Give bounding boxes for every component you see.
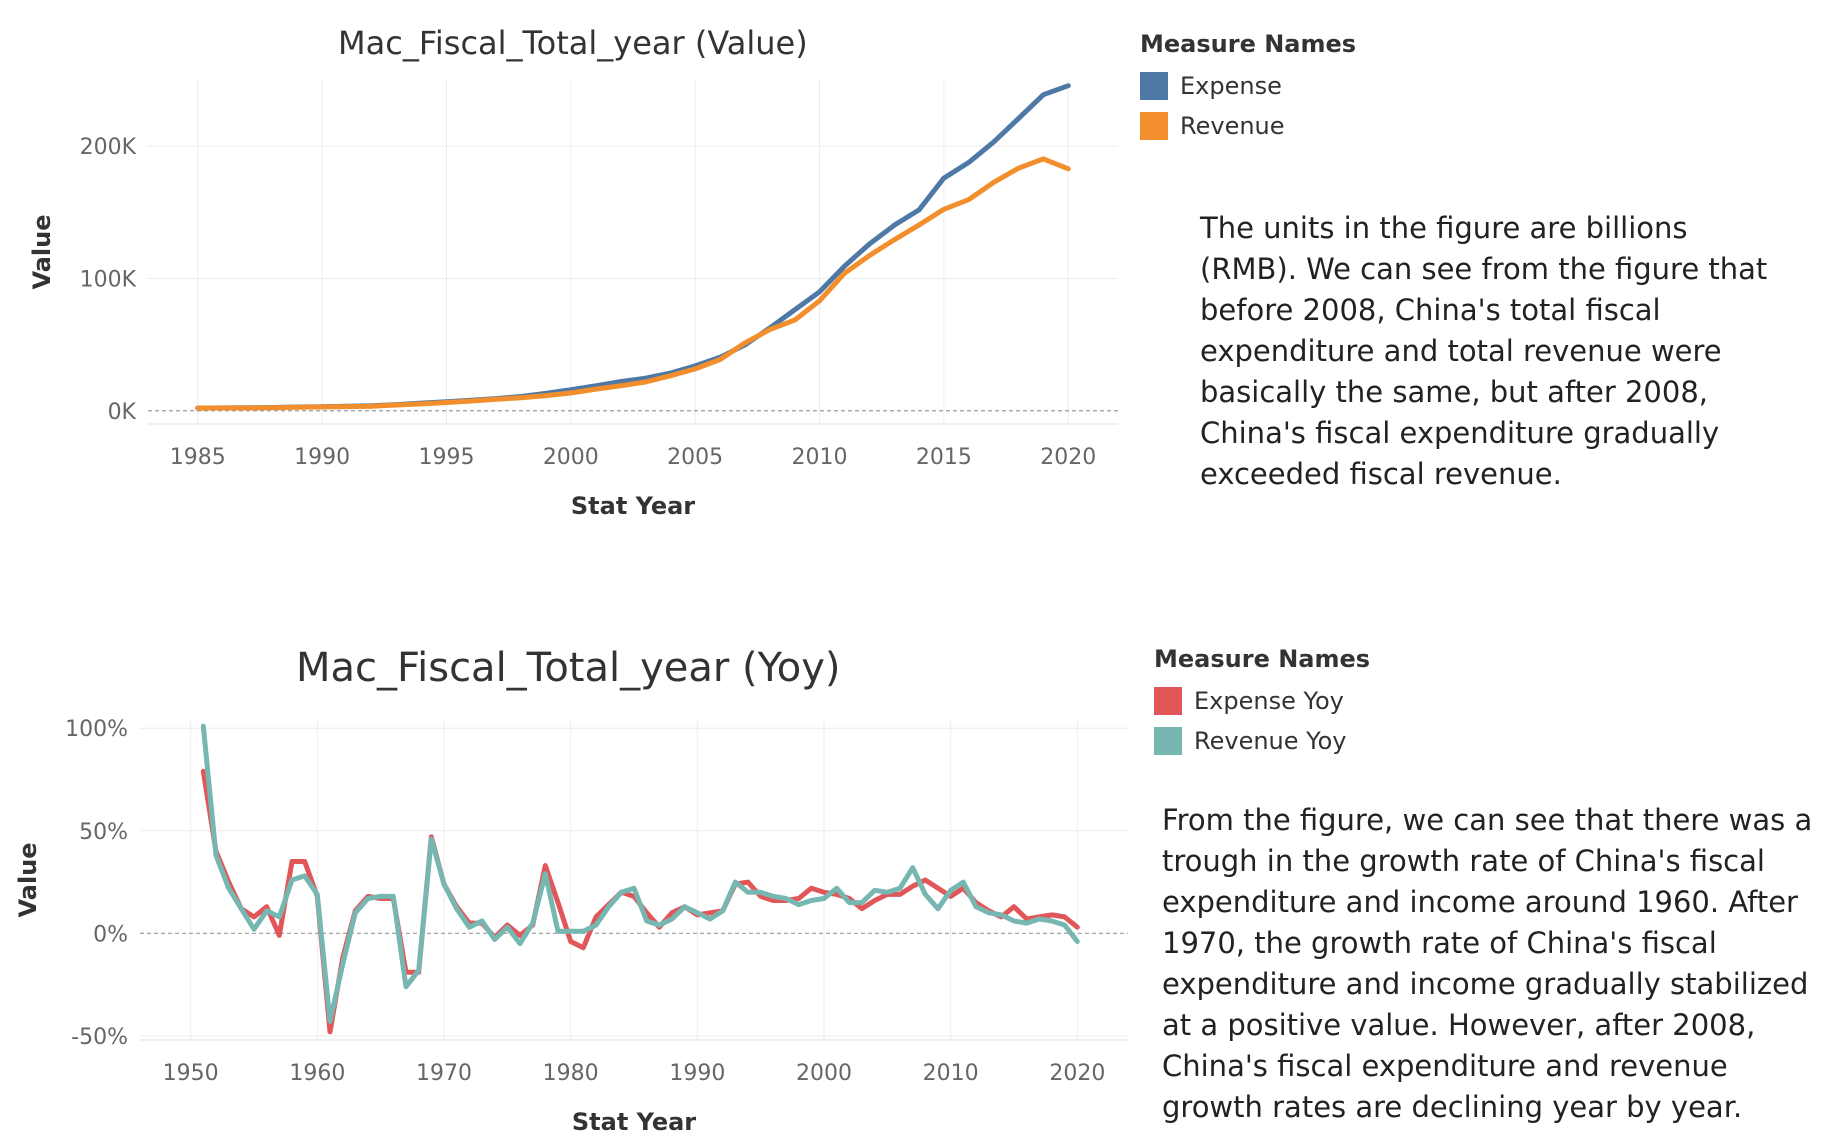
chart-title-yoy: Mac_Fiscal_Total_year (Yoy) bbox=[296, 645, 841, 691]
legend-title: Measure Names bbox=[1154, 645, 1371, 673]
legend-yoy: Measure Names Expense Yoy Revenue Yoy bbox=[1154, 645, 1370, 761]
x-tick-label: 1990 bbox=[294, 445, 350, 470]
x-tick-label: 2020 bbox=[1049, 1061, 1105, 1086]
x-tick-label: 1950 bbox=[163, 1061, 219, 1086]
legend-swatch-expense bbox=[1140, 72, 1168, 100]
x-tick-label: 1970 bbox=[416, 1061, 472, 1086]
value-line-chart: 1985 1990 1995 2000 2005 2010 2015 2020 0K 100K 20… bbox=[28, 80, 1118, 520]
legend-label-expense-yoy: Expense Yoy bbox=[1194, 687, 1344, 715]
x-tick-label: 1990 bbox=[669, 1061, 725, 1086]
y-axis-title: Value bbox=[14, 842, 42, 917]
legend-item-revenue-yoy[interactable]: Revenue Yoy bbox=[1154, 721, 1370, 761]
y-tick-label: -50% bbox=[71, 1025, 128, 1050]
x-tick-label: 2000 bbox=[796, 1061, 852, 1086]
series-line-revenue bbox=[195, 156, 1071, 411]
x-tick-label: 2015 bbox=[916, 445, 972, 470]
y-tick-label: 100K bbox=[80, 267, 137, 292]
y-tick-label: 100% bbox=[65, 717, 128, 742]
x-tick-label: 2005 bbox=[667, 445, 723, 470]
legend-label-revenue-yoy: Revenue Yoy bbox=[1194, 727, 1347, 755]
legend-item-expense[interactable]: Expense bbox=[1140, 66, 1356, 106]
x-axis-title: Stat Year bbox=[572, 1108, 696, 1136]
series-line-revenue-yoy bbox=[200, 723, 1080, 1024]
x-axis-title: Stat Year bbox=[571, 492, 695, 520]
y-axis-title: Value bbox=[28, 214, 56, 289]
note-yoy-chart: From the figure, we can see that there w… bbox=[1162, 803, 1813, 1124]
y-tick-label: 0% bbox=[93, 922, 128, 947]
x-tick-label: 2010 bbox=[792, 445, 848, 470]
y-tick-label: 50% bbox=[79, 820, 128, 845]
series-line-expense bbox=[195, 83, 1071, 411]
legend-label-revenue: Revenue bbox=[1180, 112, 1285, 140]
x-tick-label: 1995 bbox=[418, 445, 474, 470]
y-tick-label: 200K bbox=[80, 135, 137, 160]
yoy-line-chart: 1950 1960 1970 1980 1990 2000 2010 2020 -50% 0% 50… bbox=[14, 717, 1128, 1136]
x-tick-label: 2000 bbox=[543, 445, 599, 470]
legend-swatch-expense-yoy bbox=[1154, 687, 1182, 715]
chart-title-value: Mac_Fiscal_Total_year (Value) bbox=[338, 24, 808, 62]
x-tick-label: 1960 bbox=[289, 1061, 345, 1086]
legend-item-expense-yoy[interactable]: Expense Yoy bbox=[1154, 681, 1370, 721]
legend-value: Measure Names Expense Revenue bbox=[1140, 30, 1356, 146]
legend-swatch-revenue bbox=[1140, 112, 1168, 140]
legend-title: Measure Names bbox=[1140, 30, 1357, 58]
legend-swatch-revenue-yoy bbox=[1154, 727, 1182, 755]
x-tick-label: 2010 bbox=[923, 1061, 979, 1086]
x-tick-label: 1985 bbox=[170, 445, 226, 470]
x-tick-label: 1980 bbox=[543, 1061, 599, 1086]
note-value-chart: The units in the figure are billions (RM… bbox=[1200, 211, 1768, 491]
x-tick-label: 2020 bbox=[1040, 445, 1096, 470]
y-tick-label: 0K bbox=[108, 400, 137, 425]
legend-label-expense: Expense bbox=[1180, 72, 1282, 100]
legend-item-revenue[interactable]: Revenue bbox=[1140, 106, 1356, 146]
